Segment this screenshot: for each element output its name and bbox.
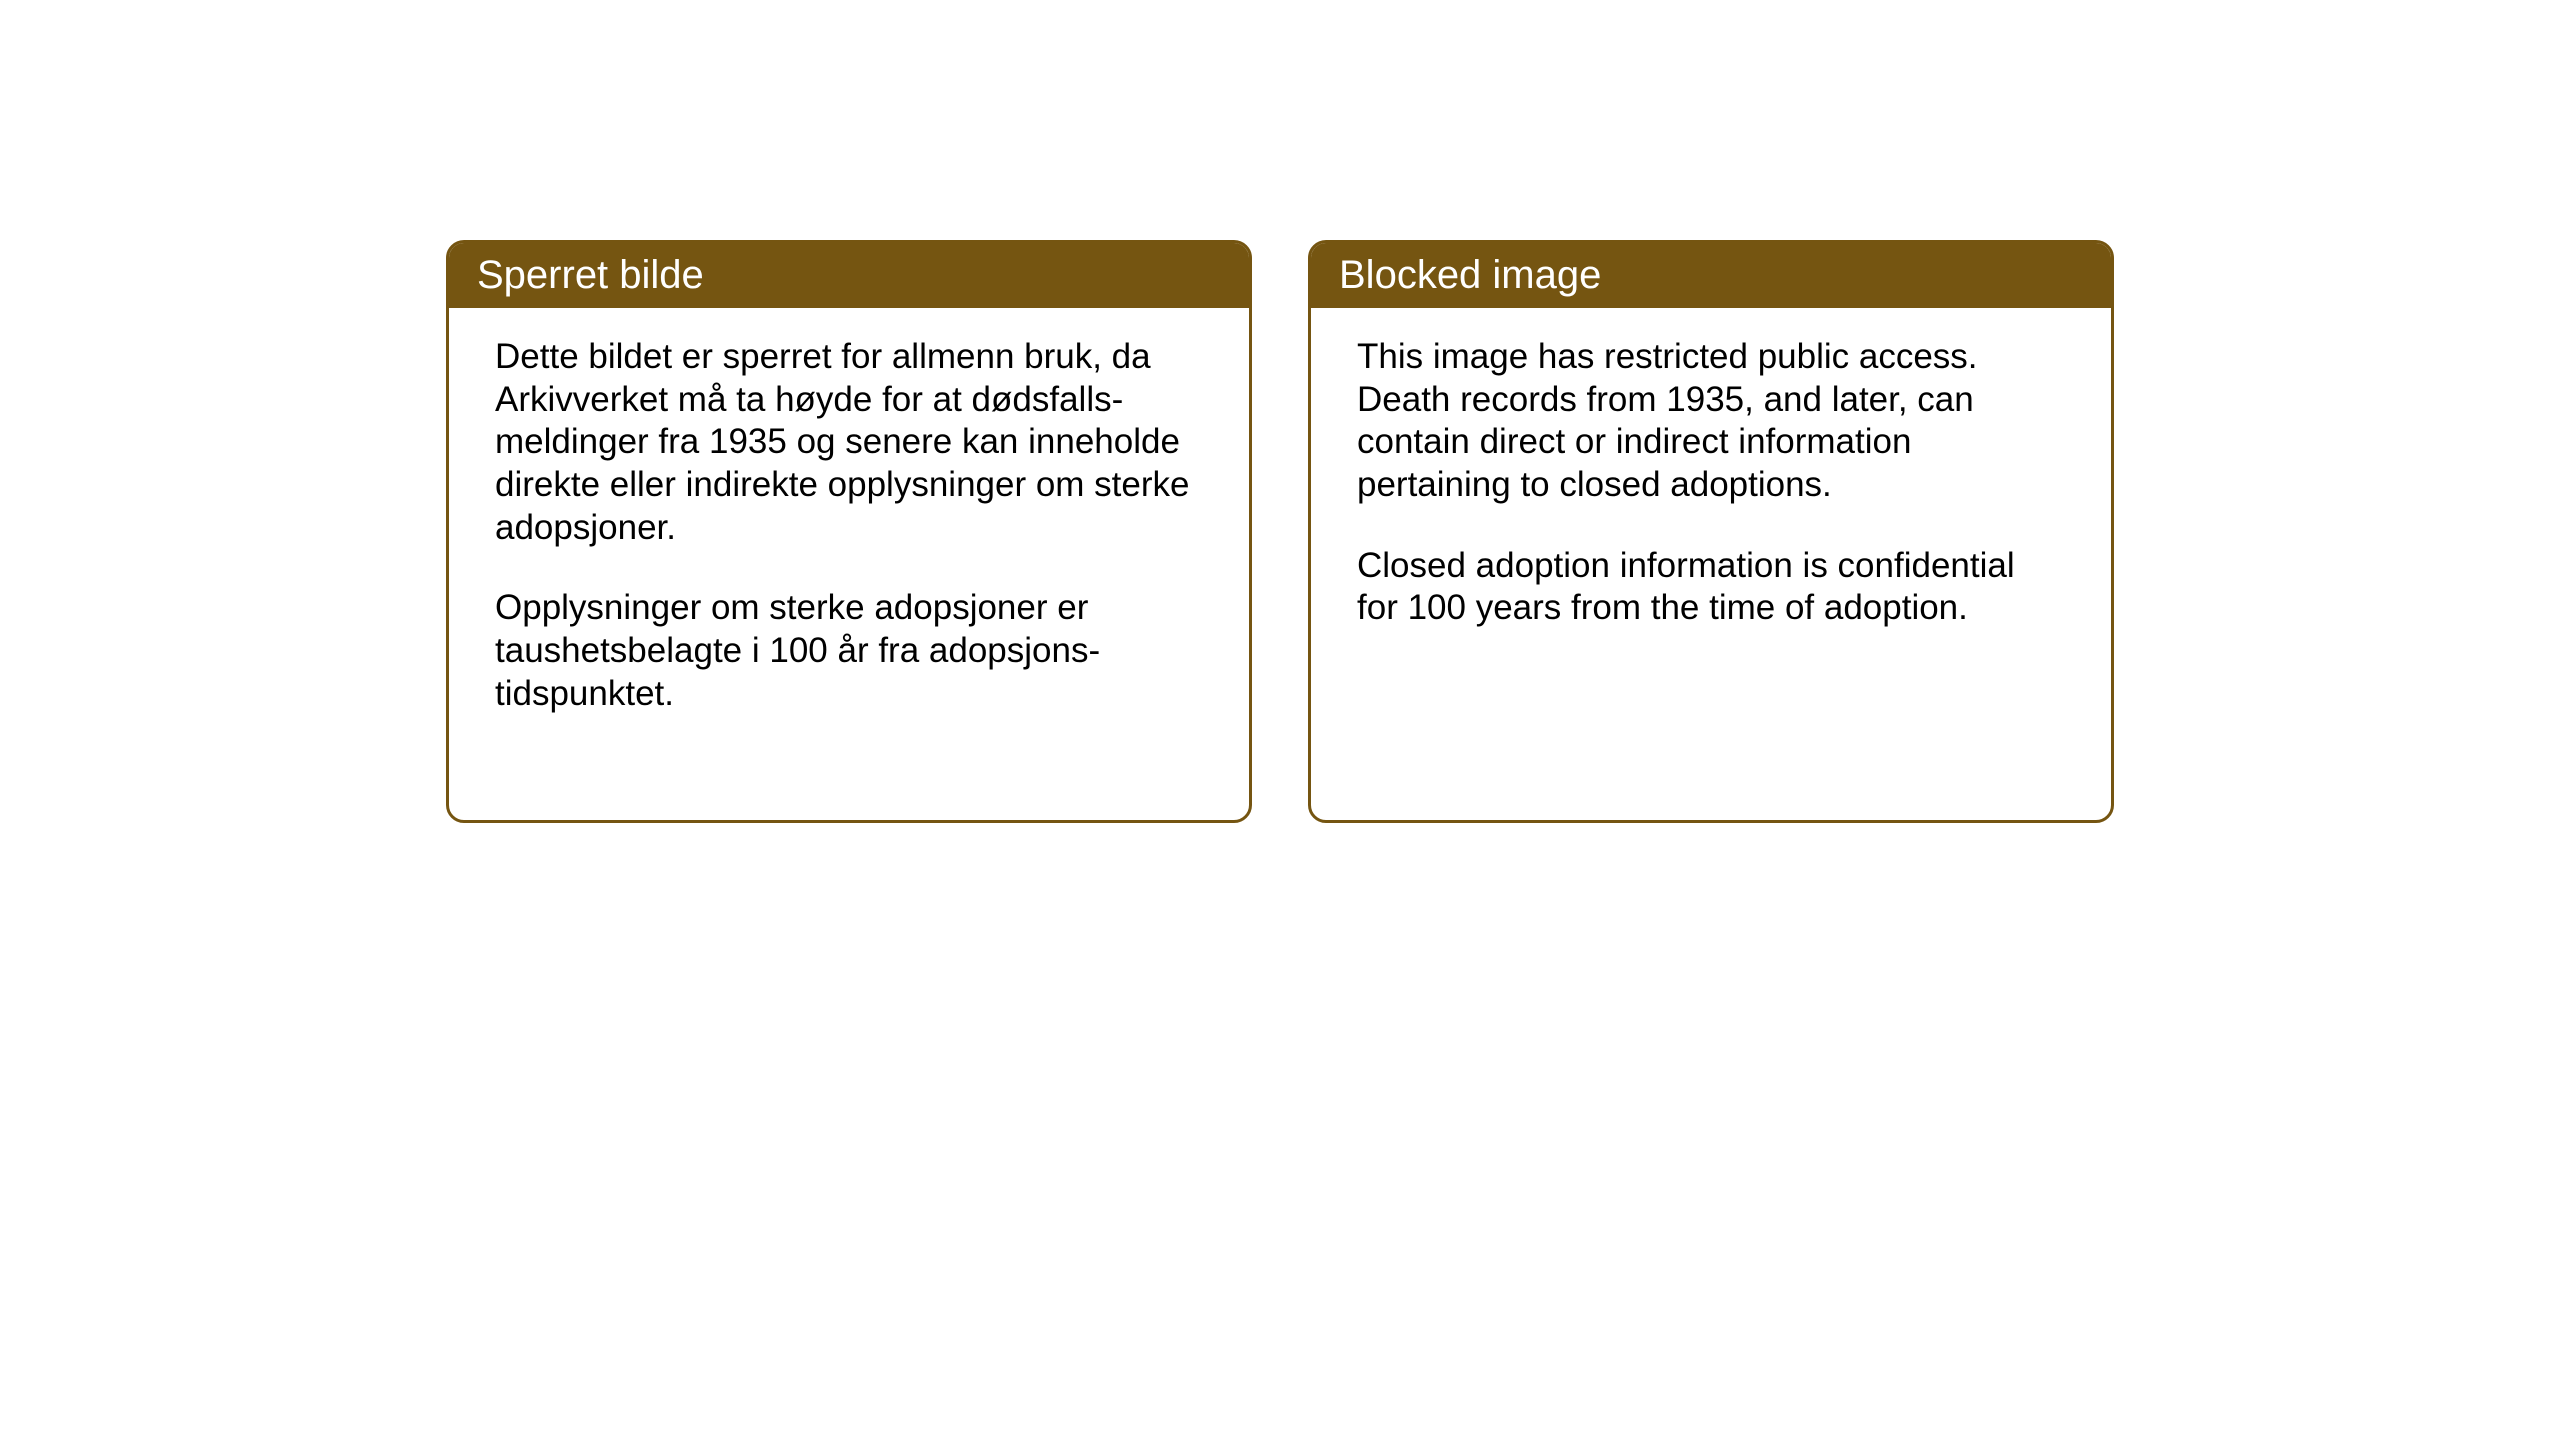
card-paragraph-2-english: Closed adoption information is confident… (1357, 545, 2065, 630)
card-body-norwegian: Dette bildet er sperret for allmenn bruk… (449, 308, 1249, 820)
card-header-norwegian: Sperret bilde (449, 243, 1249, 308)
card-paragraph-1-english: This image has restricted public access.… (1357, 336, 2065, 507)
notice-card-english: Blocked image This image has restricted … (1308, 240, 2114, 823)
card-title-english: Blocked image (1339, 253, 1601, 297)
card-paragraph-2-norwegian: Opplysninger om sterke adopsjoner er tau… (495, 587, 1203, 715)
card-title-norwegian: Sperret bilde (477, 253, 704, 297)
notice-card-norwegian: Sperret bilde Dette bildet er sperret fo… (446, 240, 1252, 823)
card-body-english: This image has restricted public access.… (1311, 308, 2111, 816)
card-header-english: Blocked image (1311, 243, 2111, 308)
notice-cards-container: Sperret bilde Dette bildet er sperret fo… (446, 240, 2114, 823)
card-paragraph-1-norwegian: Dette bildet er sperret for allmenn bruk… (495, 336, 1203, 549)
